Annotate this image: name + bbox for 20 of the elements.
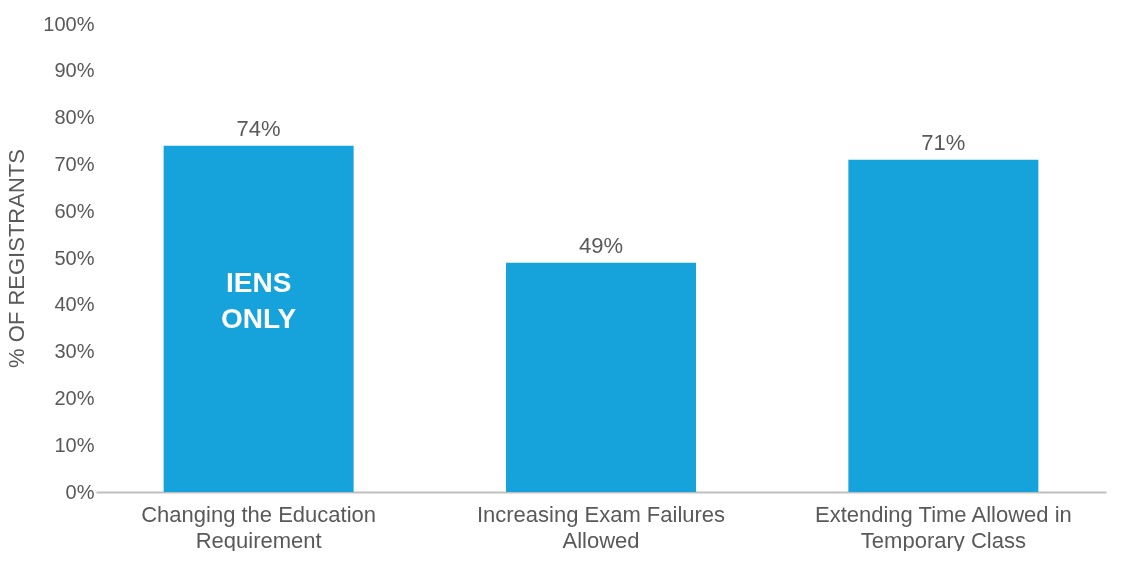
data-label: 74% — [236, 115, 281, 141]
bar — [506, 262, 696, 492]
y-tick-label: 100% — [43, 12, 95, 35]
y-tick-label: 10% — [54, 433, 95, 456]
y-axis-title: % OF REGISTRANTS — [4, 149, 30, 368]
y-tick-label: 70% — [54, 152, 95, 175]
data-label: 71% — [921, 129, 966, 155]
y-tick-label: 30% — [54, 340, 95, 363]
x-tick-label: Increasing Exam Failures Allowed — [476, 501, 726, 553]
y-tick-label: 90% — [54, 59, 95, 82]
y-tick-label: 60% — [54, 199, 95, 222]
y-tick-label: 50% — [54, 246, 95, 269]
data-label: 49% — [578, 232, 624, 258]
bar — [163, 145, 354, 492]
y-tick-label: 80% — [54, 106, 95, 129]
bar — [848, 159, 1039, 492]
y-tick-label: 20% — [54, 386, 95, 409]
y-tick-label: 0% — [65, 480, 95, 503]
y-tick-label: 40% — [54, 293, 95, 316]
annotation: IENS ONLY — [221, 267, 297, 335]
